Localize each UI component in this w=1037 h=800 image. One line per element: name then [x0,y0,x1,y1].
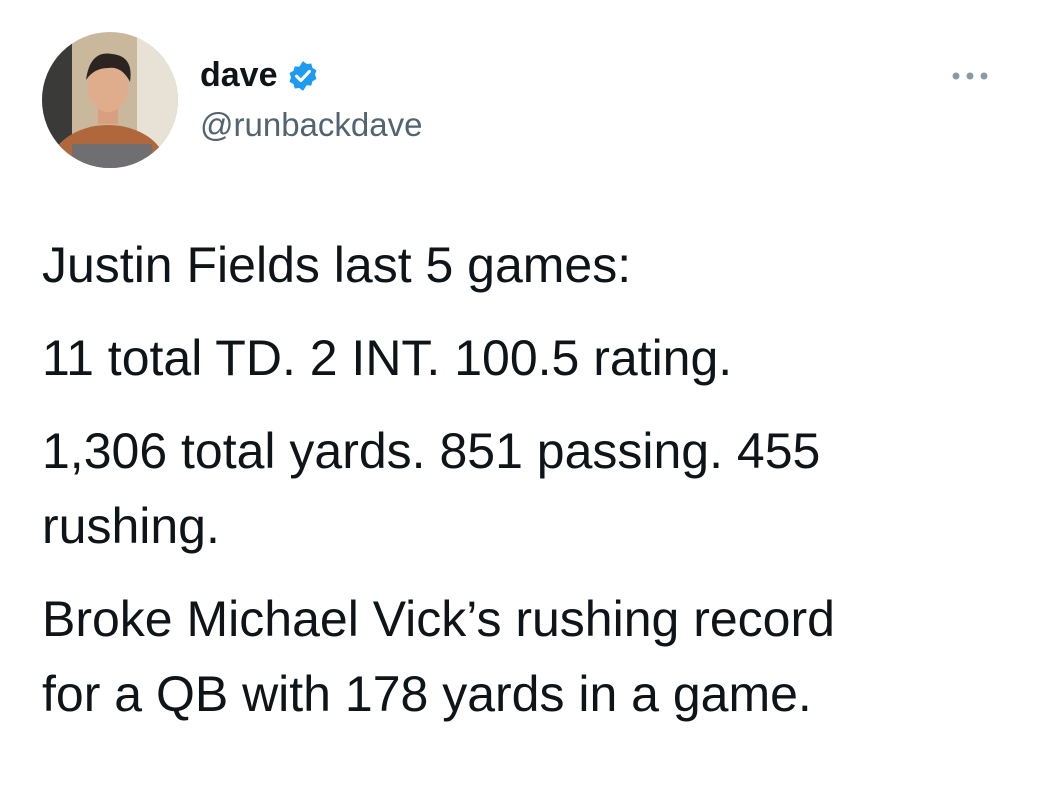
user-name-row: dave [200,56,320,95]
user-handle[interactable]: @runbackdave [200,106,423,143]
tweet-paragraph: 11 total TD. 2 INT. 100.5 rating. [42,330,733,386]
user-name[interactable]: dave [200,56,278,94]
tweet-paragraph: Broke Michael Vick’s rushing record for … [42,591,835,722]
verified-badge [289,60,316,91]
tweet-paragraph: 1,306 total yards. 851 passing. 455 rush… [42,423,821,554]
tweet-text: Justin Fields last 5 games: 11 total TD. … [42,228,872,750]
avatar[interactable] [42,32,178,168]
more-button[interactable] [950,66,990,86]
tweet-paragraph: Justin Fields last 5 games: [42,237,632,293]
